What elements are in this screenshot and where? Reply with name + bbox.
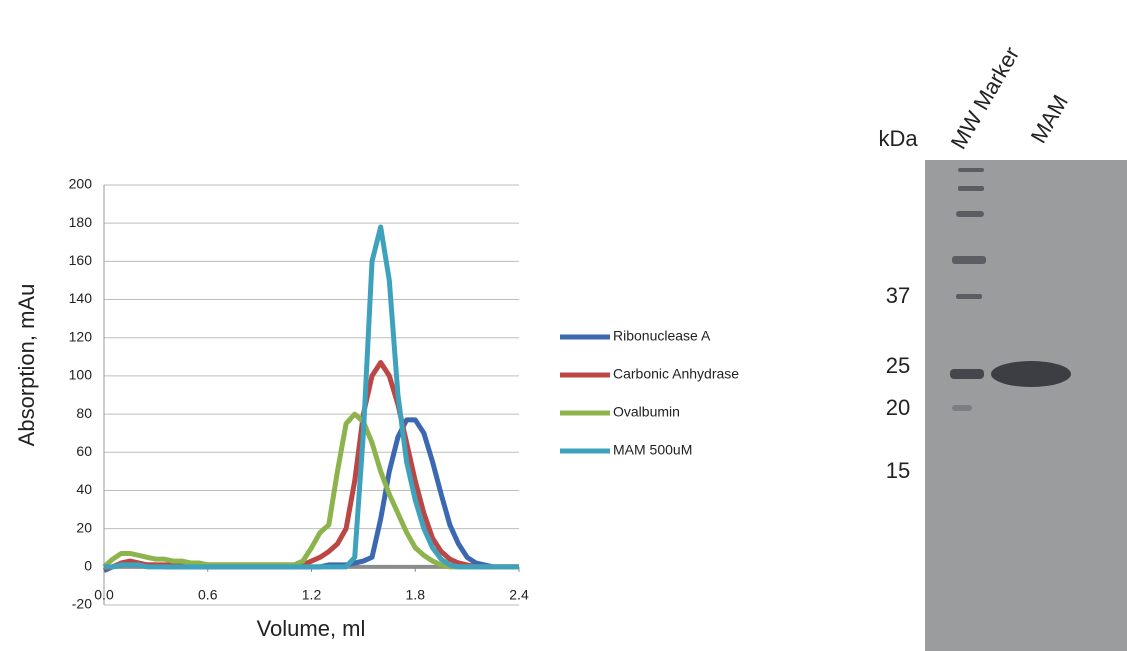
y-tick-label: 0 (84, 558, 92, 574)
x-axis-title: Volume, ml (257, 616, 366, 641)
y-tick-label: 140 (69, 290, 93, 306)
mam-band (991, 361, 1071, 387)
marker-band (956, 211, 984, 217)
marker-band (952, 256, 986, 264)
legend-label: MAM 500uM (613, 442, 692, 458)
lane-label: MAM (1026, 90, 1073, 147)
gel-unit: kDa (878, 126, 918, 151)
marker-label: 25 (886, 353, 910, 378)
y-axis-title: Absorption, mAu (14, 284, 39, 447)
marker-band (958, 186, 984, 191)
x-tick-label: 2.4 (509, 587, 529, 603)
legend-label: Carbonic Anhydrase (613, 366, 739, 382)
legend-label: Ovalbumin (613, 404, 680, 420)
marker-band (956, 294, 982, 299)
y-tick-label: 100 (69, 367, 93, 383)
x-tick-label: 1.2 (302, 587, 322, 603)
x-tick-label: 0.0 (94, 587, 114, 603)
x-tick-label: 1.8 (406, 587, 426, 603)
marker-band (952, 405, 972, 411)
y-tick-label: 20 (76, 519, 92, 535)
marker-label: 15 (886, 458, 910, 483)
y-tick-label: 200 (69, 176, 93, 192)
lane-label: MW Marker (946, 42, 1024, 153)
page: {"chart_data": {"type": "line", "xlabel"… (0, 0, 1127, 651)
x-tick-label: 0.6 (198, 587, 218, 603)
y-tick-label: 80 (76, 405, 92, 421)
y-tick-label: 160 (69, 252, 93, 268)
marker-label: 20 (886, 395, 910, 420)
y-tick-label: 60 (76, 443, 92, 459)
marker-band (950, 369, 984, 379)
y-tick-label: 180 (69, 214, 93, 230)
series-line (104, 227, 519, 567)
marker-band (958, 168, 984, 172)
figure: kDa MW Marker MAM 37 25 20 15 Volume, ml… (0, 0, 1127, 651)
y-tick-label: 120 (69, 328, 93, 344)
marker-label: 37 (886, 283, 910, 308)
y-tick-label: 40 (76, 481, 92, 497)
y-tick-label: -20 (72, 596, 92, 612)
legend-label: Ribonuclease A (613, 328, 711, 344)
